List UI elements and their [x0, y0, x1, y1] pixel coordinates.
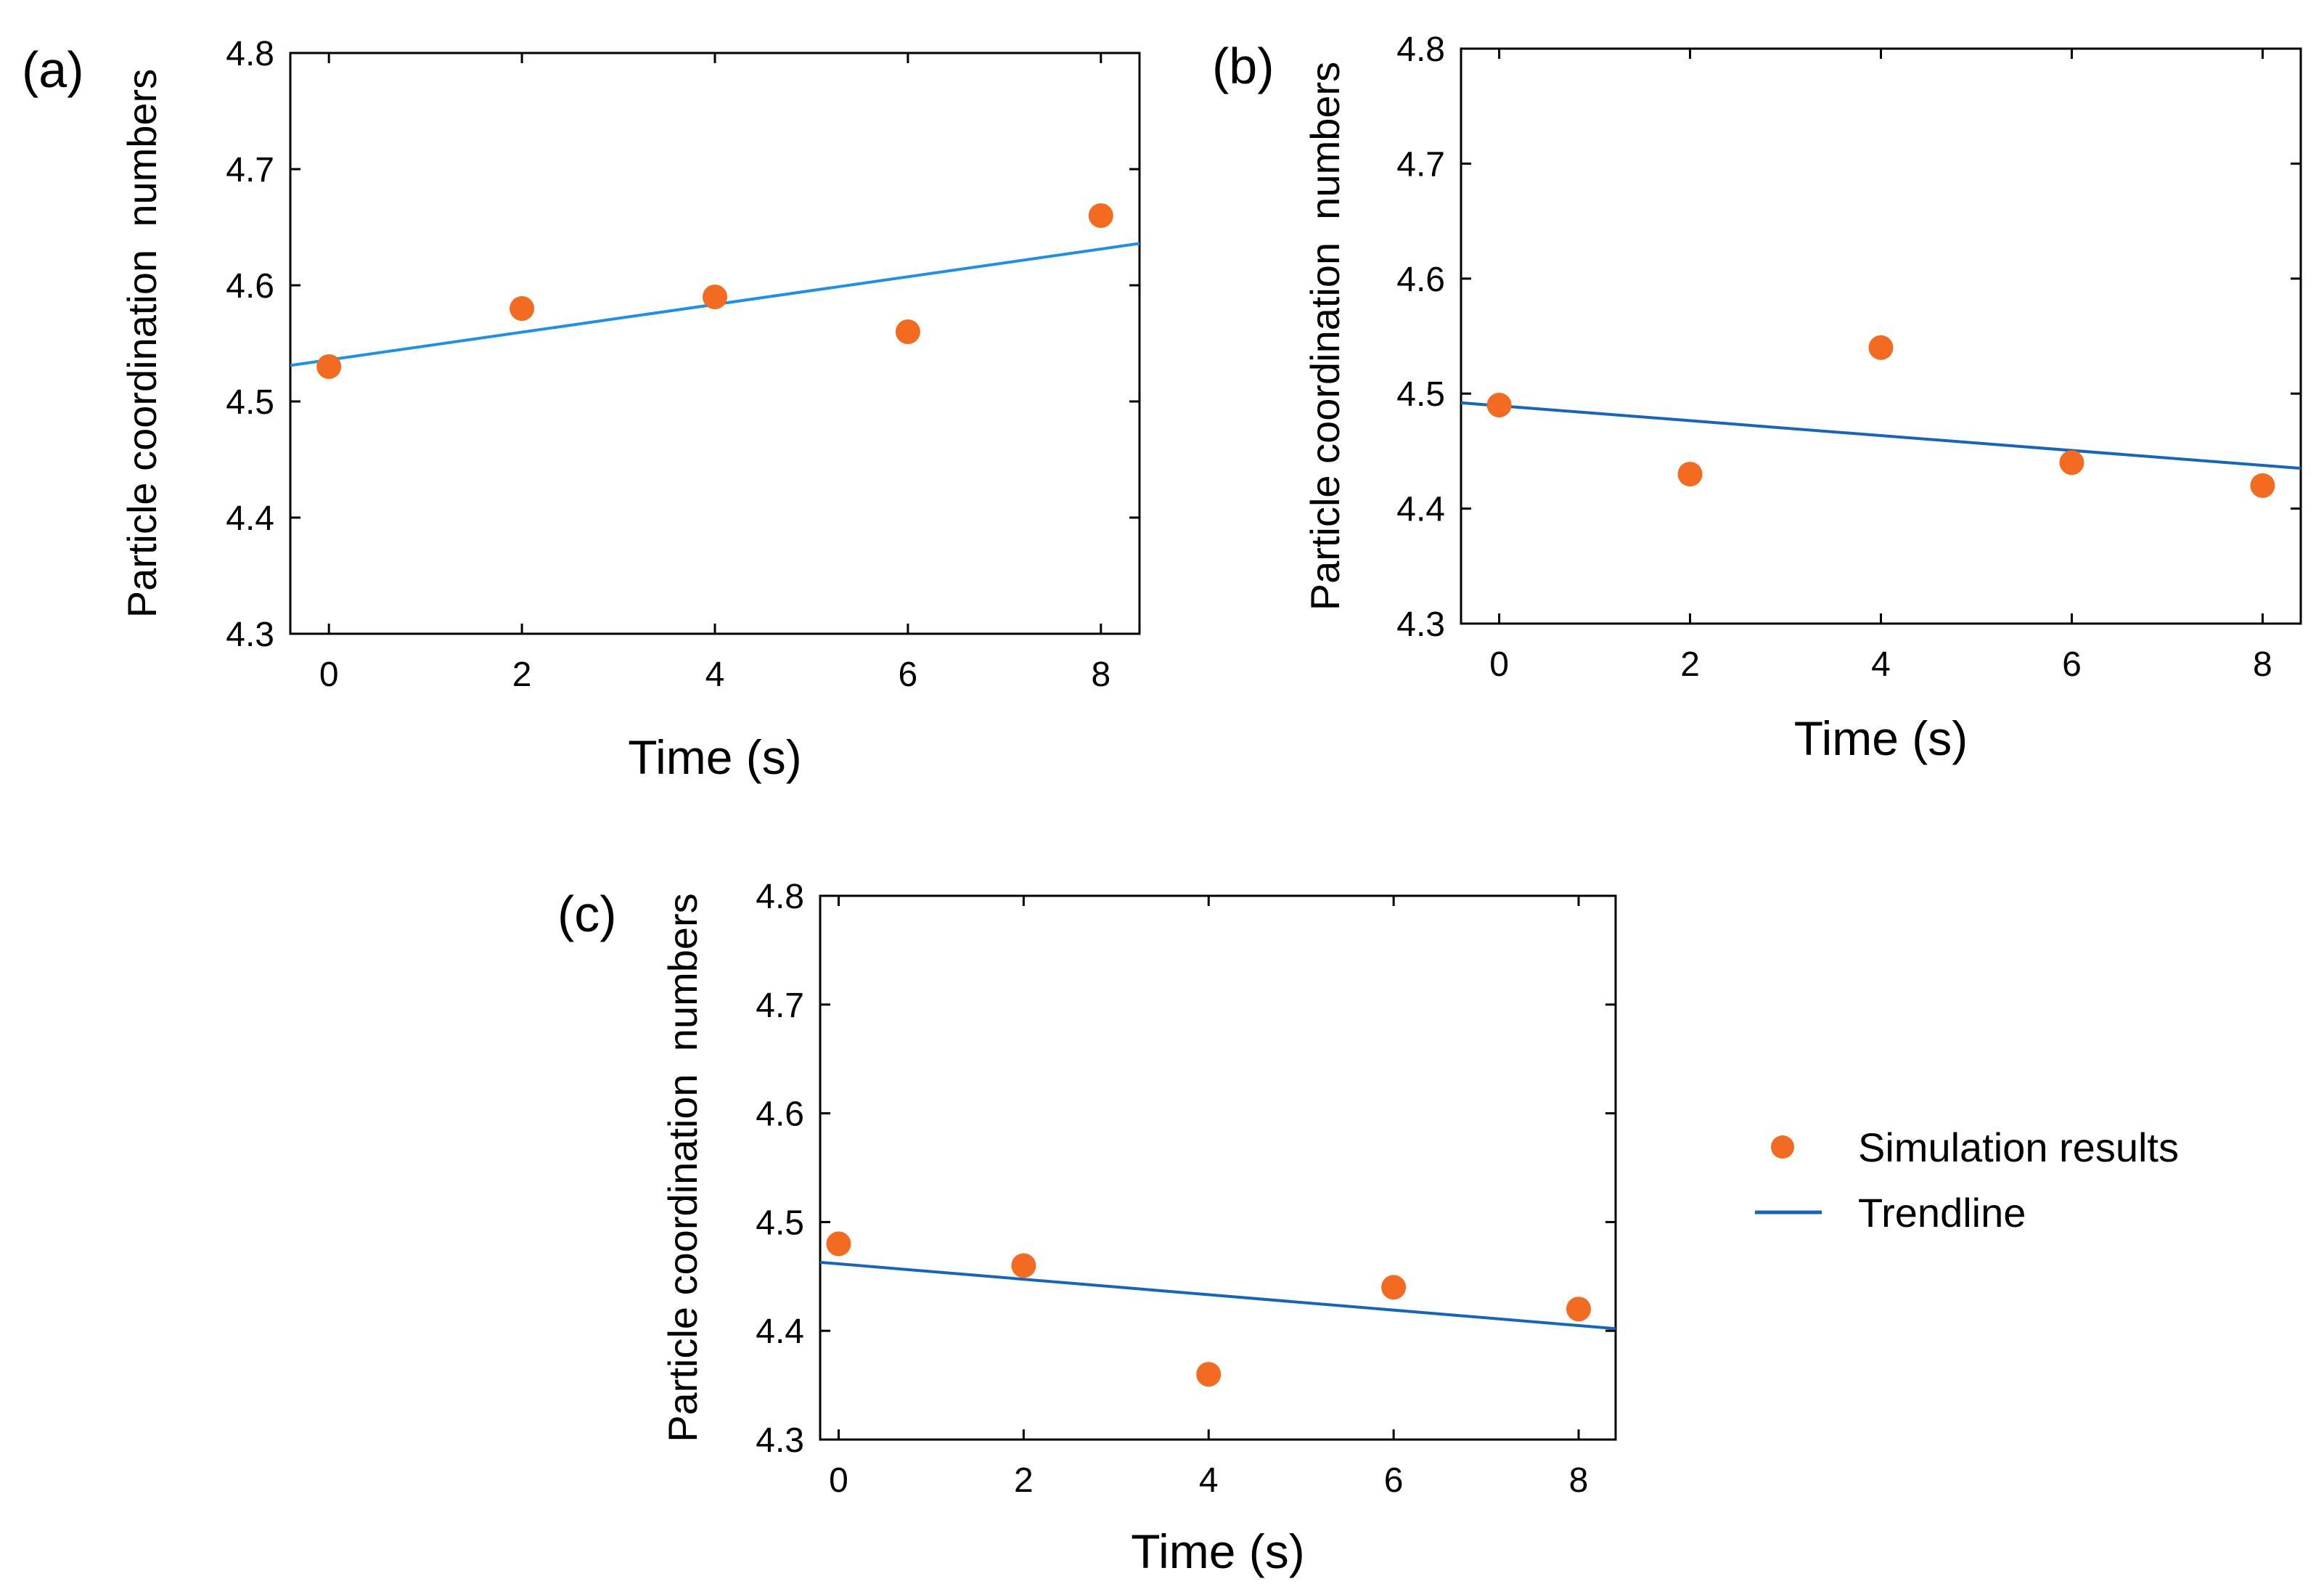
x-tick-label: 8: [1569, 1461, 1589, 1500]
x-tick-label: 0: [319, 656, 339, 694]
data-point: [1566, 1297, 1592, 1322]
y-tick-label: 4.7: [226, 151, 274, 189]
x-tick-label: 2: [512, 656, 532, 694]
x-tick-label: 2: [1014, 1461, 1034, 1500]
x-tick-label: 2: [1680, 645, 1700, 684]
data-point: [826, 1231, 851, 1257]
trendline: [1460, 401, 2302, 470]
x-axis-title: Time (s): [1794, 711, 1968, 765]
y-tick-label: 4.4: [756, 1313, 804, 1351]
y-tick-label: 4.5: [1396, 375, 1445, 414]
x-tick-label: 4: [1199, 1461, 1219, 1500]
panel-label: (b): [1212, 38, 1274, 94]
data-point: [1677, 462, 1703, 487]
panel-label: (a): [22, 41, 84, 98]
panels: 0 2 4 6 8 4.3 4.4 4.5 4.6 4.7 4.8 (a) Time (s) Partic…: [22, 30, 2302, 1578]
trendline: [819, 1260, 1616, 1331]
y-tick-label: 4.3: [1396, 605, 1445, 644]
data-point: [2059, 450, 2084, 475]
data-point: [895, 319, 920, 344]
legend-marker-simulation: [1771, 1135, 1794, 1159]
x-tick-label: 0: [829, 1461, 848, 1500]
x-tick-label: 0: [1489, 645, 1509, 684]
y-tick-label: 4.6: [756, 1095, 804, 1134]
x-tick-label: 4: [705, 656, 725, 694]
x-tick-label: 6: [1384, 1461, 1404, 1500]
plot-frame: [819, 894, 1617, 1441]
data-point: [510, 296, 535, 321]
x-axis-title: Time (s): [1131, 1524, 1305, 1578]
y-tick-label: 4.3: [756, 1421, 804, 1460]
y-tick-label: 4.7: [756, 987, 804, 1025]
y-tick-label: 4.3: [226, 616, 274, 654]
data-point: [1868, 335, 1894, 360]
panel-b: 0 2 4 6 8 4.3 4.4 4.5 4.6 4.7 4.8 (b) Time (s) Partic…: [1212, 30, 2302, 765]
x-tick-label: 6: [899, 656, 918, 694]
y-tick-label: 4.8: [1396, 30, 1445, 69]
y-tick-label: 4.8: [756, 878, 804, 916]
panel-a: 0 2 4 6 8 4.3 4.4 4.5 4.6 4.7 4.8 (a) Time (s) Partic…: [22, 35, 1141, 784]
plot-frame: [289, 52, 1141, 635]
legend-label-trendline: Trendline: [1858, 1190, 2026, 1236]
y-tick-label: 4.8: [226, 35, 274, 73]
y-tick-label: 4.6: [1396, 261, 1445, 299]
data-point: [703, 285, 727, 309]
y-tick-label: 4.7: [1396, 145, 1445, 184]
data-point: [1486, 393, 1512, 418]
data-point: [2250, 473, 2275, 498]
x-tick-label: 6: [2062, 645, 2082, 684]
y-tick-label: 4.5: [756, 1204, 804, 1242]
data-point: [316, 354, 342, 379]
x-tick-label: 4: [1871, 645, 1891, 684]
legend-label-simulation: Simulation results: [1858, 1124, 2179, 1170]
y-axis-title: Particle coordination numbers: [660, 893, 705, 1442]
y-tick-label: 4.4: [1396, 491, 1445, 529]
panel-label: (c): [557, 886, 617, 942]
panel-c: 0 2 4 6 8 4.3 4.4 4.5 4.6 4.7 4.8 (c) Time (s) Partic…: [557, 878, 1617, 1578]
y-tick-label: 4.5: [226, 383, 274, 422]
data-point: [1011, 1253, 1036, 1278]
x-axis-title: Time (s): [628, 730, 802, 784]
y-axis-title: Particle coordination numbers: [119, 69, 165, 618]
y-axis-title: Particle coordination numbers: [1302, 62, 1348, 611]
x-tick-label: 8: [2253, 645, 2272, 684]
data-point: [1381, 1275, 1407, 1300]
y-tick-label: 4.4: [226, 499, 274, 538]
data-point: [1196, 1362, 1222, 1387]
x-tick-label: 8: [1091, 656, 1110, 694]
legend: Simulation results Trendline: [1755, 1124, 2179, 1236]
data-point: [1088, 203, 1113, 228]
y-tick-label: 4.6: [226, 267, 274, 306]
